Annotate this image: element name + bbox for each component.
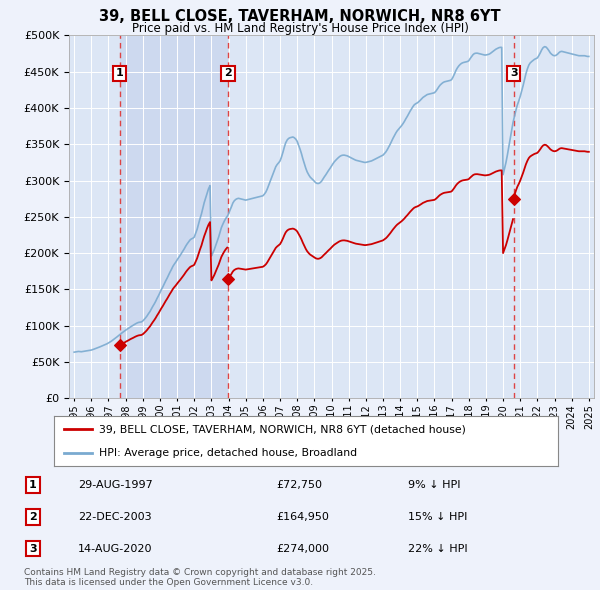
Text: 1: 1: [116, 68, 124, 78]
Point: [223, 274, 233, 283]
Text: 15% ↓ HPI: 15% ↓ HPI: [408, 512, 467, 522]
Text: 9% ↓ HPI: 9% ↓ HPI: [408, 480, 461, 490]
Text: £164,950: £164,950: [276, 512, 329, 522]
Text: 2: 2: [29, 512, 37, 522]
Text: 3: 3: [510, 68, 518, 78]
Text: 39, BELL CLOSE, TAVERHAM, NORWICH, NR8 6YT: 39, BELL CLOSE, TAVERHAM, NORWICH, NR8 6…: [99, 9, 501, 24]
Text: 39, BELL CLOSE, TAVERHAM, NORWICH, NR8 6YT (detached house): 39, BELL CLOSE, TAVERHAM, NORWICH, NR8 6…: [100, 424, 466, 434]
Text: 3: 3: [29, 544, 37, 553]
Bar: [119, 35, 228, 398]
Point: [509, 195, 518, 204]
Text: 2: 2: [224, 68, 232, 78]
Text: 14-AUG-2020: 14-AUG-2020: [78, 544, 152, 553]
Text: 29-AUG-1997: 29-AUG-1997: [78, 480, 153, 490]
Text: £274,000: £274,000: [276, 544, 329, 553]
Text: Price paid vs. HM Land Registry's House Price Index (HPI): Price paid vs. HM Land Registry's House …: [131, 22, 469, 35]
Text: 1: 1: [29, 480, 37, 490]
Text: HPI: Average price, detached house, Broadland: HPI: Average price, detached house, Broa…: [100, 448, 358, 458]
Text: Contains HM Land Registry data © Crown copyright and database right 2025.
This d: Contains HM Land Registry data © Crown c…: [24, 568, 376, 587]
Point: [115, 341, 124, 350]
Text: £72,750: £72,750: [276, 480, 322, 490]
Text: 22% ↓ HPI: 22% ↓ HPI: [408, 544, 467, 553]
Text: 22-DEC-2003: 22-DEC-2003: [78, 512, 152, 522]
